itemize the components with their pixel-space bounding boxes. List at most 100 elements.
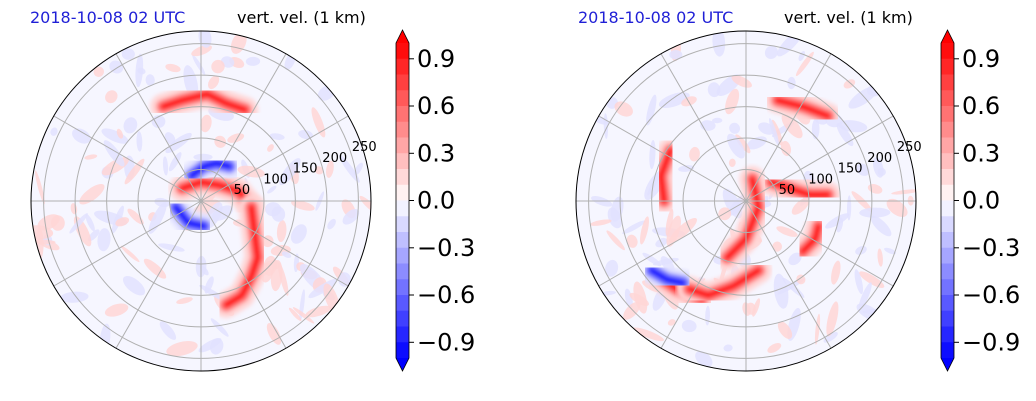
right-panel: 50 100 150 200 250 0.9 0.6 0.3 0.0 −0.3 −0.6 −0.9 2… [545, 0, 1036, 401]
colorbar-tick-label: 0.3 [417, 139, 455, 167]
radial-tick-label: 200 [322, 151, 347, 166]
grid-spoke [200, 115, 349, 202]
colorbar-segment [396, 216, 409, 233]
band-core [799, 223, 822, 255]
speckle [858, 282, 872, 311]
speckle [629, 292, 649, 306]
speckle [37, 214, 60, 231]
speckle [359, 195, 371, 214]
colorbar-tick-label: −0.9 [962, 328, 1020, 356]
speckle [164, 132, 176, 145]
grid-spoke [660, 200, 747, 349]
speckle [85, 214, 95, 232]
speckle [859, 271, 885, 288]
speckle [729, 122, 741, 134]
speckle [777, 321, 793, 339]
speckle [267, 185, 277, 194]
colorbar-segment [941, 137, 954, 154]
speckle [836, 123, 854, 147]
colorbar-segment [941, 216, 954, 233]
colorbar-segment [941, 200, 954, 217]
radial-tick-label: 250 [352, 140, 377, 155]
speckle [640, 216, 649, 245]
left-polar-plot: 50 100 150 200 250 0.9 0.6 0.3 0.0 −0.3 −0.6 −0.9 [30, 29, 475, 372]
speckle [116, 128, 124, 139]
band-core [188, 160, 233, 179]
speckle [192, 54, 206, 76]
speckle [165, 63, 181, 73]
speckle [646, 94, 657, 126]
colorbar-tick-label: 0.3 [962, 139, 1000, 167]
speckle [854, 269, 864, 295]
speckle [859, 207, 891, 218]
colorbar-segment [941, 326, 954, 343]
speckle [667, 319, 676, 326]
grid-spoke [200, 200, 349, 287]
band-core [160, 91, 249, 113]
radial-tick-label: 100 [263, 173, 288, 188]
colorbar-extend-min [396, 358, 409, 371]
colorbar-extend-min [941, 358, 954, 371]
colorbar-tick-label: 0.6 [962, 92, 1000, 120]
colorbar-segment [941, 90, 954, 107]
colorbar-segment [396, 43, 409, 60]
band-6 [638, 257, 696, 296]
colorbar-segment [396, 184, 409, 202]
speckle [851, 191, 873, 213]
colorbar-segment [941, 43, 954, 60]
colorbar-segment [941, 263, 954, 280]
speckle [787, 76, 796, 90]
colorbar-tick-label: −0.6 [962, 281, 1020, 309]
colorbar-segment [396, 200, 409, 217]
speckle [50, 127, 58, 136]
grid-spoke [745, 115, 894, 202]
speckle [681, 319, 697, 333]
speckle [823, 332, 838, 343]
plot-frame [575, 30, 917, 372]
speckle [831, 260, 841, 285]
plot-frame [30, 30, 372, 372]
colorbar-segment [396, 263, 409, 280]
speckle [305, 305, 332, 318]
right-variable-title: vert. vel. (1 km) [784, 8, 913, 27]
speckle [877, 167, 886, 176]
speckle [707, 82, 721, 98]
speckle [342, 208, 360, 225]
colorbar-segment [396, 247, 409, 265]
colorbar-tick-label: 0.9 [417, 45, 455, 73]
colorbar-frame [940, 29, 955, 372]
speckle [826, 301, 839, 337]
speckle [60, 291, 89, 303]
colorbar-tick-label: −0.3 [417, 234, 475, 262]
grid-spoke [200, 53, 287, 202]
speckle [354, 162, 363, 176]
colorbar-segment [396, 279, 409, 296]
speckle [669, 50, 683, 60]
grid-spoke [598, 200, 747, 287]
colorbar-segment [941, 310, 954, 328]
speckle [93, 66, 105, 77]
band-core [648, 267, 686, 286]
colorbar-tick-label: −0.3 [962, 234, 1020, 262]
band-0 [764, 87, 841, 129]
colorbar-segment [396, 295, 409, 312]
speckle [856, 163, 870, 176]
speckle [846, 195, 852, 221]
colorbar-tick-label: 0.0 [417, 187, 455, 215]
speckle [780, 140, 792, 157]
grid-spoke [745, 53, 832, 202]
speckle [227, 133, 245, 143]
speckle [79, 183, 105, 205]
speckle [626, 234, 638, 248]
speckle [159, 321, 177, 340]
speckle [104, 303, 129, 317]
speckle [798, 51, 806, 61]
band-3 [178, 150, 243, 189]
colorbar-tick-label: −0.6 [417, 281, 475, 309]
colorbar-segment [396, 106, 409, 123]
colorbar-segment [396, 326, 409, 343]
speckle [291, 200, 315, 211]
speckle [288, 307, 302, 322]
speckle [211, 59, 225, 74]
speckle [666, 215, 681, 247]
